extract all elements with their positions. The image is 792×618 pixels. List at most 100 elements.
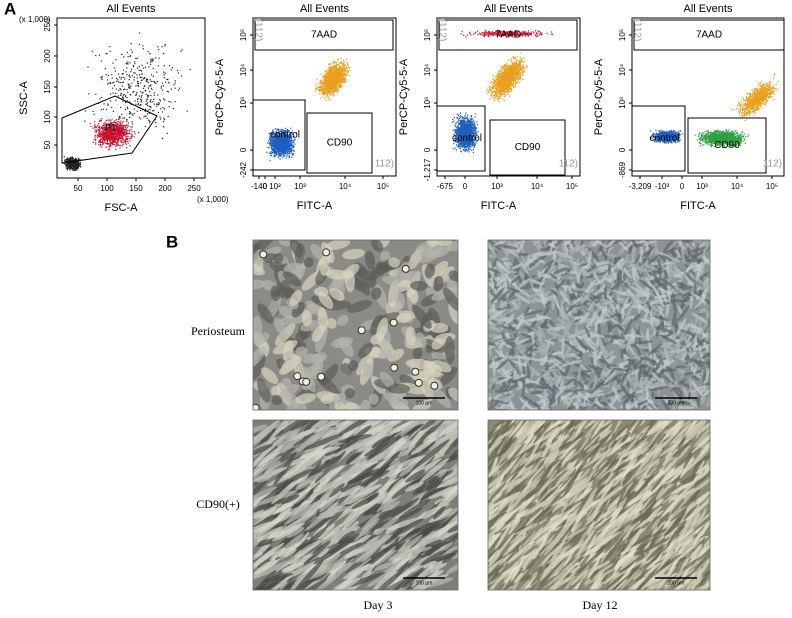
- event-dot: [345, 79, 346, 80]
- event-dot: [116, 78, 117, 79]
- event-dot: [331, 87, 332, 88]
- event-dot: [190, 69, 191, 70]
- event-dot: [342, 77, 343, 78]
- event-dot: [146, 78, 147, 79]
- event-dot: [111, 133, 112, 134]
- event-dot: [340, 58, 341, 59]
- event-dot: [329, 92, 330, 93]
- event-dot: [283, 142, 284, 143]
- event-dot: [163, 107, 164, 108]
- event-dot: [338, 58, 339, 59]
- event-dot: [276, 149, 277, 150]
- event-dot: [294, 144, 295, 145]
- event-dot: [123, 121, 124, 122]
- event-dot: [130, 112, 131, 113]
- event-dot: [167, 91, 168, 92]
- event-dot: [168, 116, 169, 117]
- event-dot: [75, 170, 76, 171]
- event-dot: [140, 91, 141, 92]
- event-dot: [290, 128, 291, 129]
- event-dot: [115, 93, 116, 94]
- plot-title: All Events: [107, 3, 156, 15]
- event-dot: [315, 88, 316, 89]
- gate-label: CD90: [327, 138, 353, 149]
- event-dot: [108, 139, 109, 140]
- event-dot: [171, 69, 172, 70]
- event-dot: [327, 69, 328, 70]
- event-dot: [331, 66, 332, 67]
- event-dot: [122, 96, 123, 97]
- event-dot: [338, 82, 339, 83]
- event-dot: [152, 58, 153, 59]
- event-dot: [140, 110, 141, 111]
- event-dot: [129, 113, 130, 114]
- gate-label: P1: [105, 122, 116, 132]
- event-dot: [342, 73, 343, 74]
- event-dot: [158, 65, 159, 66]
- event-dot: [128, 136, 129, 137]
- event-dot: [276, 145, 277, 146]
- event-dot: [102, 126, 103, 127]
- event-dot: [147, 105, 148, 106]
- event-dot: [122, 145, 123, 146]
- event-dot: [153, 81, 154, 82]
- event-dot: [285, 142, 286, 143]
- event-dot: [136, 92, 137, 93]
- event-dot: [93, 114, 94, 115]
- event-dot: [346, 81, 347, 82]
- event-dot: [139, 66, 140, 67]
- y-tick-label: 150: [43, 80, 52, 94]
- event-dot: [66, 166, 67, 167]
- event-dot: [128, 56, 129, 57]
- event-dot: [142, 65, 143, 66]
- event-dot: [131, 83, 132, 84]
- event-dot: [329, 74, 330, 75]
- event-dot: [129, 117, 130, 118]
- event-dot: [336, 77, 337, 78]
- x-tick-label: 10⁵: [377, 182, 389, 191]
- event-dot: [98, 132, 99, 133]
- event-dot: [126, 147, 127, 148]
- x-tick-label: 10²: [269, 182, 281, 191]
- event-dot: [158, 104, 159, 105]
- event-dot: [122, 86, 123, 87]
- event-dot: [102, 128, 103, 129]
- event-dot: [120, 141, 121, 142]
- event-dot: [164, 108, 165, 109]
- event-dot: [178, 72, 179, 73]
- event-dot: [124, 78, 125, 79]
- event-dot: [130, 71, 131, 72]
- event-dot: [147, 102, 148, 103]
- event-dot: [291, 149, 292, 150]
- event-dot: [92, 51, 93, 52]
- event-dot: [124, 118, 125, 119]
- event-dot: [133, 79, 134, 80]
- event-dot: [289, 153, 290, 154]
- event-dot: [157, 94, 158, 95]
- event-dot: [96, 131, 97, 132]
- event-dot: [285, 153, 286, 154]
- event-dot: [271, 153, 272, 154]
- event-dot: [104, 142, 105, 143]
- event-dot: [110, 51, 111, 52]
- event-dot: [333, 79, 334, 80]
- event-dot: [133, 66, 134, 67]
- event-dot: [327, 93, 328, 94]
- event-dot: [330, 64, 331, 65]
- event-dot: [141, 97, 142, 98]
- event-dot: [132, 126, 133, 127]
- event-dot: [124, 135, 125, 136]
- event-dot: [114, 85, 115, 86]
- event-dot: [152, 61, 153, 62]
- event-dot: [118, 95, 119, 96]
- event-dot: [328, 72, 329, 73]
- event-dot: [163, 118, 164, 119]
- event-dot: [318, 87, 319, 88]
- event-dot: [127, 107, 128, 108]
- event-dot: [280, 153, 281, 154]
- event-dot: [347, 72, 348, 73]
- event-dot: [338, 90, 339, 91]
- event-dot: [458, 116, 459, 117]
- event-dot: [323, 82, 324, 83]
- event-dot: [321, 80, 322, 81]
